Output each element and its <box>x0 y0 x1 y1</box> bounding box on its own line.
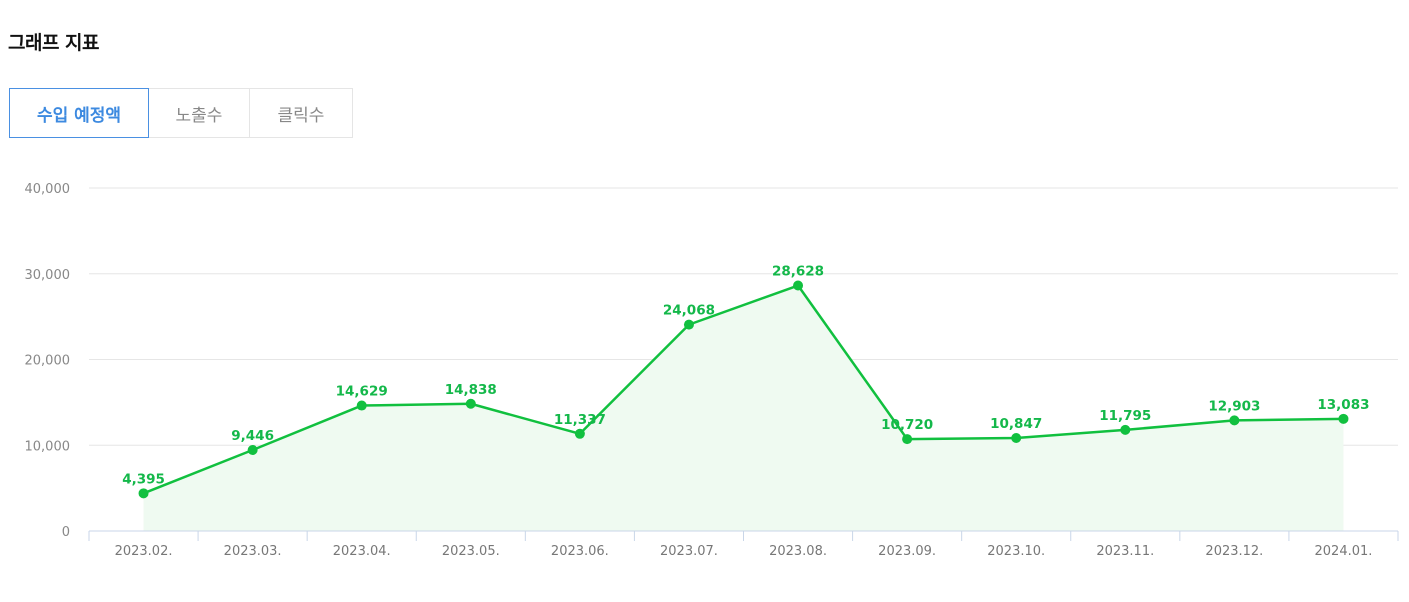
data-label: 11,337 <box>554 412 606 428</box>
data-point <box>356 400 367 411</box>
x-tick-label: 2023.10. <box>987 544 1045 559</box>
data-label: 4,395 <box>122 471 165 487</box>
x-axis <box>88 530 1399 541</box>
data-label: 12,903 <box>1208 398 1260 414</box>
data-point <box>1229 415 1240 426</box>
data-label: 14,838 <box>445 382 497 398</box>
data-points <box>138 280 1349 499</box>
y-tick-label: 0 <box>62 525 70 540</box>
x-tick-label: 2024.01. <box>1315 544 1373 559</box>
data-point <box>793 280 804 291</box>
data-point <box>138 488 149 499</box>
data-point <box>1120 424 1131 435</box>
tab-impressions[interactable]: 노출수 <box>149 88 250 138</box>
y-axis-ticks: 0 10,000 20,000 30,000 40,000 <box>25 182 71 540</box>
data-point <box>683 319 694 330</box>
data-point <box>247 445 258 456</box>
data-label: 13,083 <box>1317 397 1369 413</box>
x-tick-label: 2023.05. <box>442 544 500 559</box>
series-line <box>143 284 1344 495</box>
x-tick-label: 2023.09. <box>878 544 936 559</box>
data-label: 11,795 <box>1099 408 1151 424</box>
data-label: 10,720 <box>881 417 933 433</box>
data-point <box>902 434 913 445</box>
data-labels: 4,395 9,446 14,629 14,838 11,337 24,068 28,628… <box>122 264 1369 488</box>
x-tick-label: 2023.12. <box>1205 544 1263 559</box>
y-tick-label: 30,000 <box>25 268 71 283</box>
data-label: 24,068 <box>663 303 715 319</box>
x-tick-label: 2023.06. <box>551 544 609 559</box>
x-tick-label: 2023.03. <box>224 544 282 559</box>
data-point <box>1338 413 1349 424</box>
data-point <box>465 398 476 409</box>
series-area <box>143 285 1344 531</box>
series-line-layer <box>143 284 1344 495</box>
tab-clicks[interactable]: 클릭수 <box>250 88 353 138</box>
data-point <box>574 428 585 439</box>
y-tick-label: 20,000 <box>25 354 71 369</box>
x-tick-label: 2023.07. <box>660 544 718 559</box>
x-tick-label: 2023.04. <box>333 544 391 559</box>
data-label: 28,628 <box>772 264 824 280</box>
x-tick-label: 2023.02. <box>115 544 173 559</box>
x-tick-label: 2023.08. <box>769 544 827 559</box>
data-point <box>1011 432 1022 443</box>
data-label: 10,847 <box>990 416 1042 432</box>
tab-expected-revenue[interactable]: 수입 예정액 <box>9 88 149 138</box>
y-tick-label: 10,000 <box>25 439 71 454</box>
x-axis-ticks: 2023.02. 2023.03. 2023.04. 2023.05. 2023.06.… <box>115 544 1373 559</box>
x-tick-label: 2023.11. <box>1096 544 1154 559</box>
y-tick-label: 40,000 <box>25 182 71 197</box>
area-fill-layer <box>143 285 1344 531</box>
data-label: 14,629 <box>336 384 388 400</box>
data-label: 9,446 <box>231 428 274 444</box>
page-title: 그래프 지표 <box>8 32 100 54</box>
metric-tabs: 수입 예정액 노출수 클릭수 <box>9 88 353 138</box>
